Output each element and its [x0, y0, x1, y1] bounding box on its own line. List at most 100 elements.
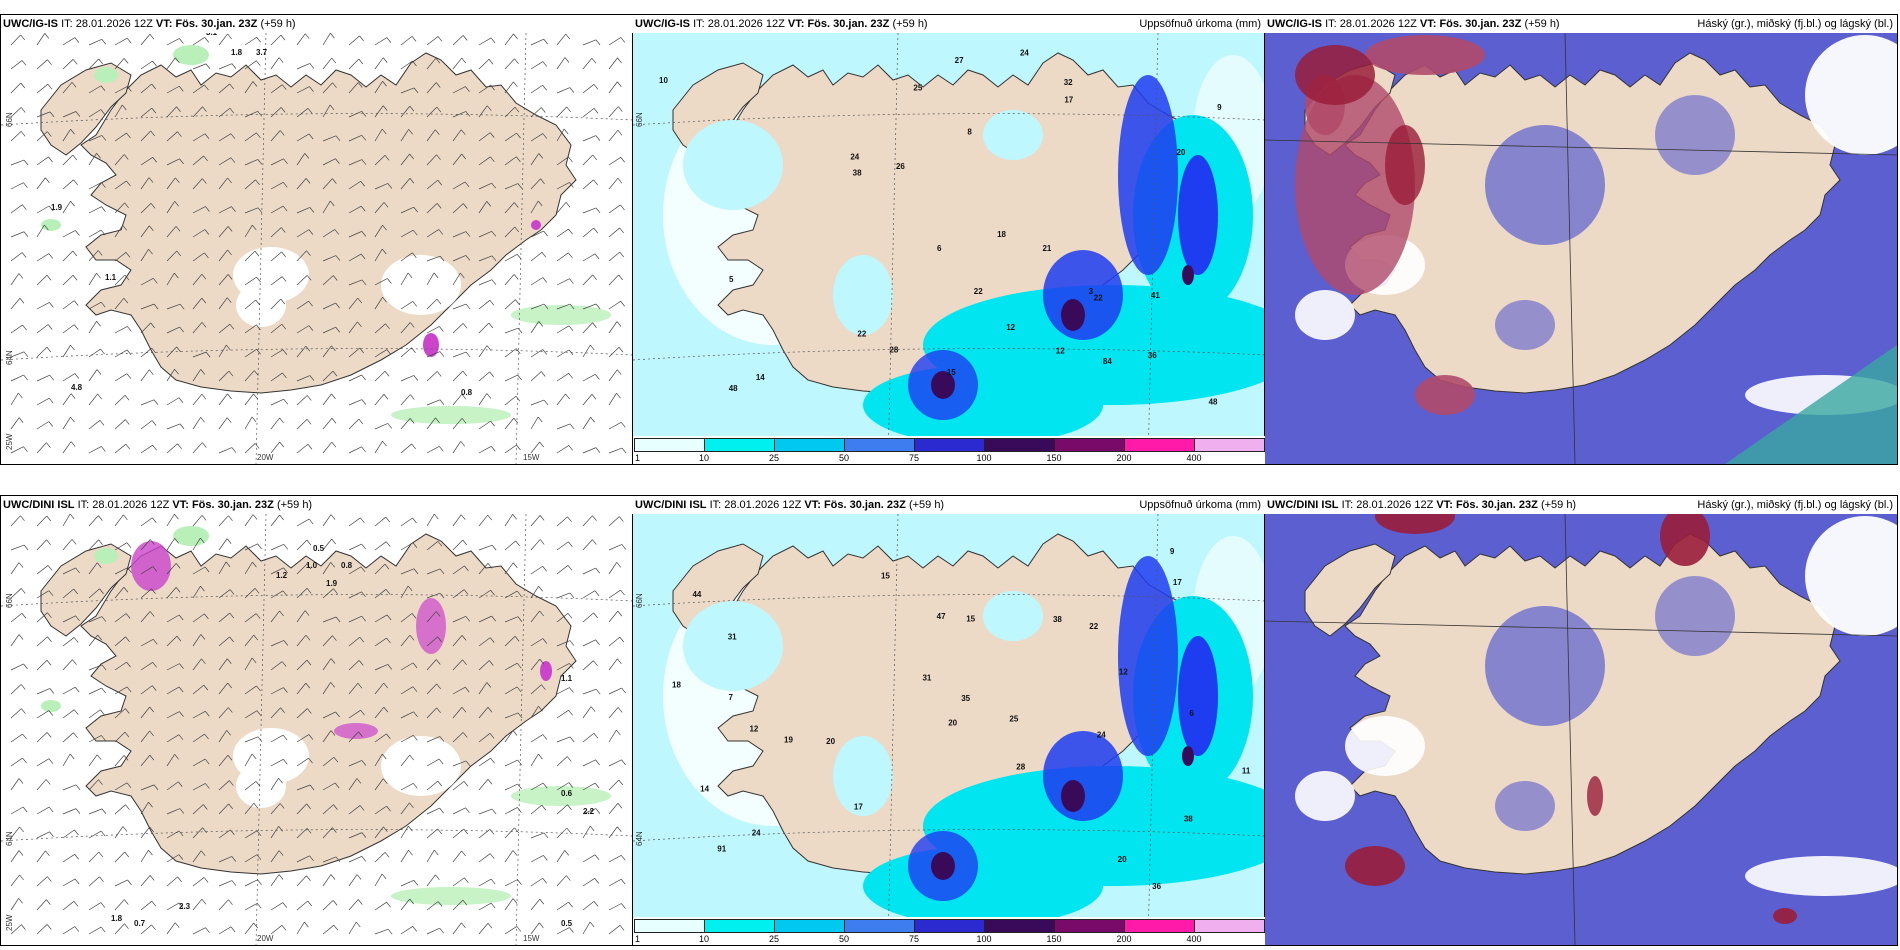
- precip-value: 24: [752, 829, 761, 838]
- precip-value: 24: [1020, 48, 1029, 57]
- precip-value: 24: [850, 153, 859, 162]
- colorbar-tick-label: 100: [976, 934, 992, 944]
- precip-value: 27: [955, 56, 964, 65]
- precip-value: 6: [1189, 709, 1194, 718]
- panel-bottom-mid-accumulated-precip: UWC/DINI ISL IT: 28.01.2026 12Z VT: Fös.…: [632, 495, 1266, 946]
- vt-label: VT:: [804, 499, 821, 511]
- heavy-precip-areas: [131, 541, 552, 739]
- colorbar-swatch: [1194, 919, 1265, 933]
- colorbar-tick-label: 50: [838, 934, 850, 944]
- it-value: 28.01.2026 12Z: [75, 18, 153, 30]
- colorbar-tick-label: 75: [908, 934, 920, 944]
- precip-value: 14: [756, 373, 765, 382]
- high-cloud: [1295, 45, 1425, 205]
- precip-extreme: [931, 265, 1194, 399]
- colorbar-tick-label: 10: [698, 453, 710, 463]
- panel-header: UWC/DINI ISL IT: 28.01.2026 12Z VT: Fös.…: [633, 496, 1265, 514]
- it-label: IT:: [1341, 499, 1354, 511]
- it-value: 28.01.2026 12Z: [724, 499, 802, 511]
- precip-value: 22: [974, 287, 983, 296]
- latitude-label: 25W: [5, 914, 14, 931]
- panel-variable-title: Háský (gr.), miðský (fj.bl.) og lágský (…: [1697, 18, 1893, 30]
- precip-value-labels: 0.5 1.0 0.8 1.2 1.9 1.1 0.6 2.2 0.5 1.8 0.7 2.3: [111, 544, 595, 928]
- colorbar-tick-label: 10: [698, 934, 710, 944]
- precip-value: 20: [826, 737, 835, 746]
- wind-precip-map: 0.5 1.0 0.8 1.2 1.9 1.1 0.6 2.2 0.5 1.8 0.7 2.3: [1, 496, 633, 945]
- colorbar-swatch: [1054, 919, 1125, 933]
- colorbar-swatch: [984, 438, 1055, 452]
- precip-value: 36: [1148, 351, 1157, 360]
- cloud-cover-map: [1265, 496, 1897, 945]
- precip-value: 1.1: [105, 273, 117, 282]
- model-label: UWC/DINI ISL: [3, 499, 75, 511]
- precip-value: 25: [913, 83, 922, 92]
- heavy-precip-areas: [423, 220, 541, 357]
- precip-value: 5: [729, 275, 734, 284]
- colorbar-tick-label: 200: [1116, 934, 1132, 944]
- colorbar-tick-label: 400: [1186, 453, 1202, 463]
- colorbar-swatch: [914, 438, 985, 452]
- precip-value: 17: [1064, 95, 1073, 104]
- model-label: UWC/DINI ISL: [635, 499, 707, 511]
- precip-value: 12: [1119, 668, 1128, 677]
- panel-top-mid-accumulated-precip: UWC/IG-IS IT: 28.01.2026 12Z VT: Fös. 30…: [632, 14, 1266, 465]
- colorbar-swatch: [1124, 919, 1195, 933]
- model-label: UWC/DINI ISL: [1267, 499, 1339, 511]
- precip-value: 1.9: [51, 203, 63, 212]
- colorbar-swatch: [774, 438, 845, 452]
- precip-value: 0.6: [561, 789, 573, 798]
- wind-barbs: [10, 513, 627, 935]
- precip-value: 3.7: [256, 48, 268, 57]
- vt-value: Fös. 30.jan. 23Z: [823, 499, 906, 511]
- precip-value: 1.1: [561, 674, 573, 683]
- latitude-label: 66N: [635, 593, 644, 608]
- colorbar-tick-label: 25: [768, 453, 780, 463]
- precip-value: 22: [1089, 622, 1098, 631]
- precip-value: 12: [749, 724, 758, 733]
- precip-value: 18: [997, 230, 1006, 239]
- lat-lon-grid: [633, 513, 1265, 945]
- latitude-label: 66N: [5, 593, 14, 608]
- precip-value: 20: [948, 718, 957, 727]
- precip-value: 38: [853, 168, 862, 177]
- vt-value: Fös. 30.jan. 23Z: [191, 499, 274, 511]
- precip-value: 22: [1094, 293, 1103, 302]
- it-value: 28.01.2026 12Z: [1356, 499, 1434, 511]
- precip-value: 17: [854, 803, 863, 812]
- lead-time: (+59 h): [260, 18, 296, 30]
- it-label: IT:: [1325, 18, 1337, 30]
- precip-value: 31: [728, 632, 737, 641]
- precip-value: 15: [947, 368, 956, 377]
- precip-value: 14: [700, 784, 709, 793]
- sea-cloud-band: [1725, 345, 1897, 464]
- colorbar-tick-label: 50: [838, 453, 850, 463]
- colorbar-swatch: [1054, 438, 1125, 452]
- lead-time: (+59 h): [908, 499, 945, 511]
- light-precip-areas: [41, 526, 611, 905]
- precip-value: 18: [672, 681, 681, 690]
- low-cloud-over-land: [1485, 576, 1735, 831]
- precip-value: 0.8: [341, 561, 353, 570]
- colorbar-swatch: [984, 919, 1055, 933]
- panel-variable-title: Uppsöfnuð úrkoma (mm): [1139, 18, 1261, 30]
- low-cloud-over-land: [1485, 95, 1735, 350]
- precip-value: 84: [1103, 357, 1112, 366]
- precip-value: 38: [1184, 815, 1193, 824]
- precip-value: 2.3: [179, 902, 191, 911]
- colorbar-swatch: [1124, 438, 1195, 452]
- light-precip-areas: [41, 45, 611, 424]
- latitude-label: 66N: [635, 112, 644, 127]
- vt-label: VT:: [155, 18, 173, 30]
- vt-label: VT:: [172, 499, 189, 511]
- panel-header: UWC/DINI ISL IT: 28.01.2026 12Z VT: Fös.…: [1, 496, 633, 514]
- lat-lon-grid: [1, 513, 633, 945]
- snow-free-areas: [233, 728, 461, 808]
- colorbar-swatch: [844, 438, 915, 452]
- panel-bottom-left-wind-precip: UWC/DINI ISL IT: 28.01.2026 12Z VT: Fös.…: [0, 495, 634, 946]
- colorbar-tick-label: 25: [768, 934, 780, 944]
- precip-value: 3: [1089, 287, 1094, 296]
- precip-value: 44: [692, 590, 701, 599]
- wind-precip-map: 1.91.14.80.83.11.83.7: [1, 15, 633, 464]
- precip-value: 1.2: [276, 571, 288, 580]
